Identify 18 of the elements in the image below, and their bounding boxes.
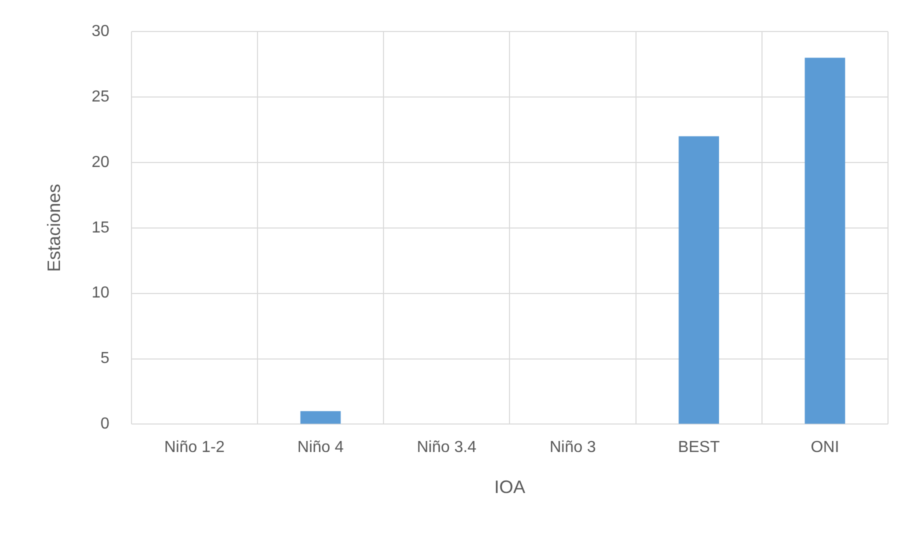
y-axis-title: Estaciones [44, 184, 64, 272]
x-axis-title: IOA [494, 477, 526, 498]
x-tick-label: ONI [810, 439, 840, 456]
x-tick-label: Niño 1-2 [164, 439, 225, 456]
y-tick-label: 0 [100, 416, 110, 433]
bar [678, 136, 720, 424]
x-tick-label: Niño 3.4 [416, 439, 477, 456]
bar [300, 411, 341, 424]
y-tick-label: 30 [92, 23, 110, 40]
y-tick-label: 5 [100, 350, 110, 368]
bar [804, 58, 846, 424]
y-tick-label: 20 [92, 154, 110, 171]
y-tick-label: 25 [92, 88, 110, 106]
y-tick-label: 10 [92, 284, 110, 302]
x-tick-label: Niño 3 [550, 439, 596, 456]
x-tick-label: Niño 4 [297, 439, 344, 456]
x-tick-label: BEST [678, 439, 720, 456]
y-tick-label: 15 [92, 219, 110, 236]
